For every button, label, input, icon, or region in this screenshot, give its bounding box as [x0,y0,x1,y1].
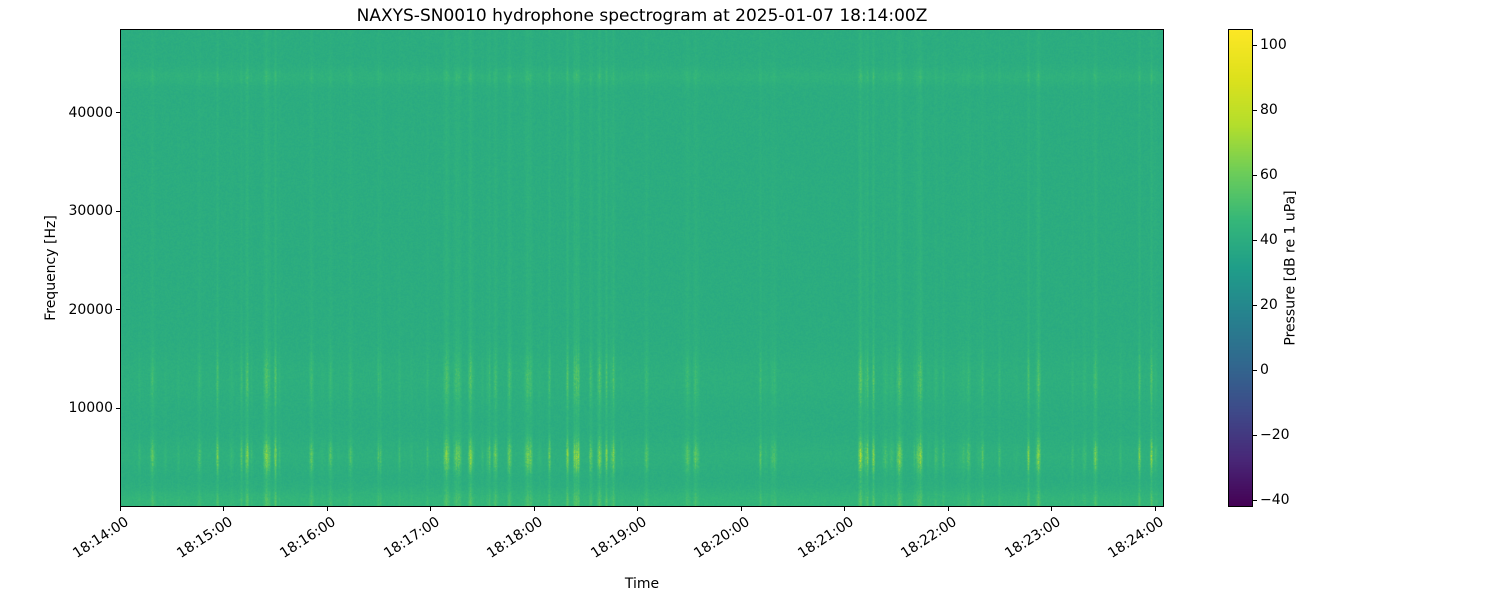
colorbar-tick-label: 40 [1260,232,1278,249]
x-tick-mark [119,507,121,511]
x-tick-mark [844,507,846,511]
x-tick-mark [637,507,639,511]
colorbar-label-wrap: Pressure [dB re 1 uPa] [1280,29,1302,507]
y-tick-label: 40000 [68,104,113,121]
y-tick-mark [116,210,120,212]
x-tick-mark [947,507,949,511]
colorbar-tick-mark [1253,434,1257,436]
chart-title: NAXYS-SN0010 hydrophone spectrogram at 2… [356,6,928,26]
colorbar-tick-label: 20 [1260,297,1278,314]
y-tick-label: 30000 [68,203,113,220]
y-tick-mark [116,309,120,311]
spectrogram-heatmap [120,29,1164,507]
colorbar-tick-label: −40 [1260,492,1290,509]
colorbar-tick-label: −20 [1260,427,1290,444]
colorbar-tick-mark [1253,44,1257,46]
colorbar-tick-mark [1253,109,1257,111]
colorbar-tick-label: 80 [1260,102,1278,119]
colorbar-tick-mark [1253,369,1257,371]
x-tick-label: 18:14:00 [70,514,132,562]
y-tick-label: 10000 [68,400,113,417]
y-tick-label: 20000 [68,301,113,318]
colorbar-label: Pressure [dB re 1 uPa] [1283,190,1300,346]
colorbar-tick-label: 0 [1260,362,1269,379]
x-tick-mark [326,507,328,511]
colorbar-tick-mark [1253,174,1257,176]
y-axis-label-wrap: Frequency [Hz] [40,29,62,507]
colorbar-tick-mark [1253,239,1257,241]
colorbar-gradient [1228,29,1253,507]
x-tick-mark [430,507,432,511]
x-axis-label: Time [624,576,660,592]
colorbar-tick-mark [1253,304,1257,306]
x-tick-mark [1154,507,1156,511]
y-tick-mark [116,112,120,114]
colorbar-tick-mark [1253,499,1257,501]
colorbar-tick-label: 60 [1260,167,1278,184]
x-tick-mark [740,507,742,511]
colorbar-tick-label: 100 [1260,37,1287,54]
x-tick-mark [533,507,535,511]
y-tick-mark [116,407,120,409]
x-tick-mark [223,507,225,511]
x-tick-mark [1051,507,1053,511]
